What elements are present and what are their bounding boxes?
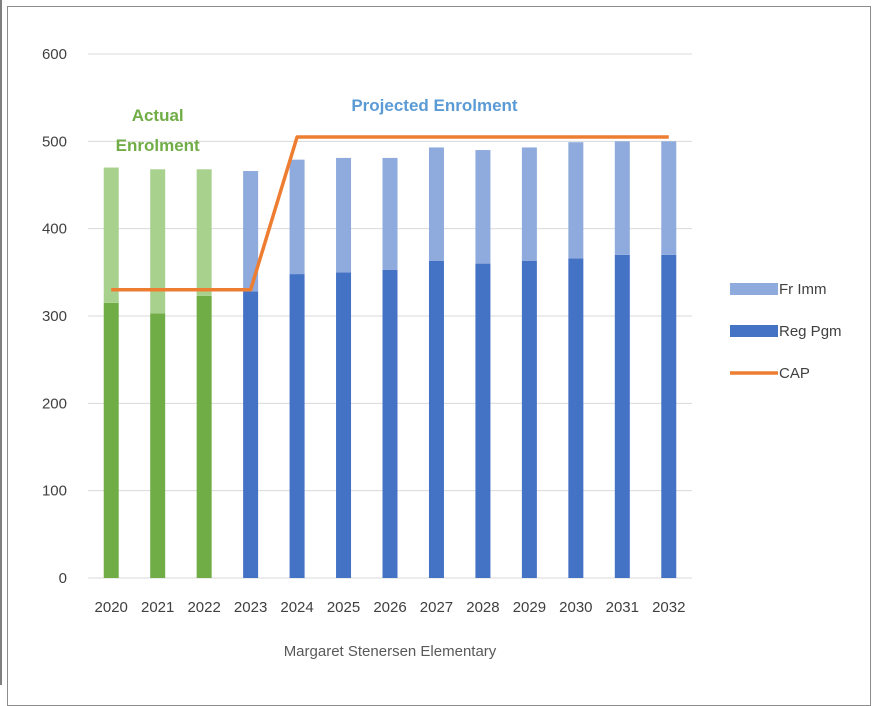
legend-swatch-fr-imm [730,283,778,295]
bar-fr-imm-2020 [103,167,119,303]
bar-reg-pgm-2021 [150,313,166,578]
x-tick-label: 2020 [95,599,128,616]
x-tick-label: 2024 [280,599,313,616]
bar-reg-pgm-2032 [661,254,677,578]
bar-fr-imm-2031 [614,141,630,255]
bar-reg-pgm-2022 [196,295,212,578]
y-axis-ticks: 0 100 200 300 400 500 600 [42,46,67,587]
bar-fr-imm-2023 [243,171,259,292]
bar-fr-imm-2028 [475,150,491,264]
annotation-projected-enrolment: Projected Enrolment [351,96,518,115]
legend-swatch-reg-pgm [730,325,778,337]
x-tick-label: 2030 [559,599,592,616]
x-axis-ticks: 2020 2021 2022 2023 2024 2025 2026 2027 2028 2029… [95,599,686,616]
y-tick-label: 200 [42,395,67,412]
cap-line [111,135,669,292]
bar-reg-pgm-2031 [614,254,630,578]
legend-label-cap: CAP [779,365,810,382]
y-tick-label: 0 [59,570,67,587]
bar-fr-imm-2032 [661,141,677,255]
bar-reg-pgm-2025 [336,272,352,578]
bar-reg-pgm-2027 [428,260,444,578]
x-tick-label: 2027 [420,599,453,616]
x-axis-title: Margaret Stenersen Elementary [284,643,497,660]
legend-label-reg-pgm: Reg Pgm [779,323,842,340]
annotation-actual-enrolment: Enrolment [116,136,200,155]
y-tick-label: 400 [42,221,67,238]
x-tick-label: 2026 [373,599,406,616]
bars [103,141,677,578]
y-tick-label: 500 [42,133,67,150]
x-tick-label: 2022 [187,599,220,616]
x-tick-label: 2025 [327,599,360,616]
bar-fr-imm-2029 [521,147,537,261]
chart-svg: 0 100 200 300 400 500 600 2020 2021 2022 2023 2024… [42,46,842,660]
bar-fr-imm-2024 [289,159,305,275]
y-tick-label: 100 [42,483,67,500]
bar-reg-pgm-2020 [103,302,119,578]
annotation-actual-enrolment: Actual [132,106,184,125]
bar-fr-imm-2021 [150,169,166,314]
x-tick-label: 2032 [652,599,685,616]
bar-reg-pgm-2024 [289,274,305,578]
y-tick-label: 600 [42,46,67,63]
bar-fr-imm-2026 [382,157,398,270]
bar-reg-pgm-2026 [382,269,398,578]
x-tick-label: 2023 [234,599,267,616]
x-tick-label: 2021 [141,599,174,616]
cap-line-group [111,135,669,292]
y-tick-label: 300 [42,308,67,325]
bar-fr-imm-2027 [428,147,444,261]
x-tick-label: 2028 [466,599,499,616]
bar-reg-pgm-2028 [475,263,491,578]
x-tick-label: 2029 [513,599,546,616]
x-tick-label: 2031 [606,599,639,616]
annotations: Actual Enrolment Projected Enrolment [116,96,518,155]
bar-fr-imm-2025 [336,157,352,273]
left-edge-border [0,0,2,685]
bar-reg-pgm-2023 [243,291,259,578]
legend-label-fr-imm: Fr Imm [779,281,826,298]
legend: Fr Imm Reg Pgm CAP [730,281,842,382]
bar-reg-pgm-2030 [568,258,584,578]
bar-fr-imm-2030 [568,142,584,259]
bar-reg-pgm-2029 [521,260,537,578]
bar-fr-imm-2022 [196,169,212,296]
